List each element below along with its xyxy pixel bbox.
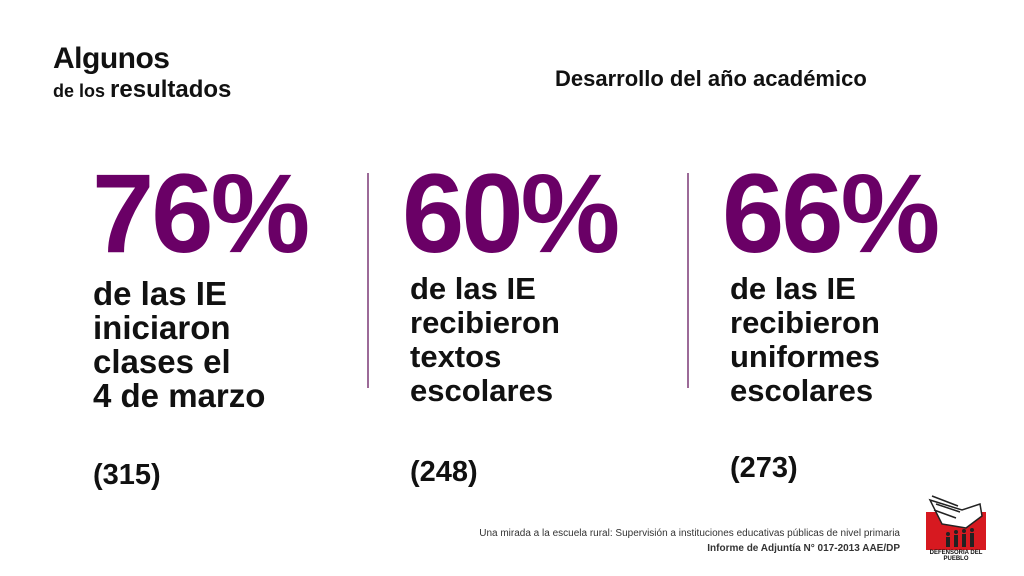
divider [367, 173, 369, 388]
desc-line: clases el [93, 343, 231, 380]
desc-line: escolares [730, 373, 874, 408]
stat-percent-2: 60% [402, 151, 620, 276]
stat-count-3: (273) [730, 452, 798, 484]
footer-report: Informe de Adjuntía N° 017-2013 AAE/DP [707, 543, 900, 554]
footer-source: Una mirada a la escuela rural: Supervisi… [479, 528, 900, 539]
desc-line: recibieron [730, 305, 880, 340]
subtitle: Desarrollo del año académico [555, 66, 867, 91]
hand-icon [926, 495, 986, 550]
title: Algunos [53, 42, 170, 75]
stat-desc-2: de las IE recibieron textos escolares [410, 272, 560, 408]
desc-line: de las IE [410, 271, 536, 306]
divider [687, 173, 689, 388]
desc-line: uniformes [730, 339, 880, 374]
stat-percent-1: 76% [92, 151, 310, 276]
defensoria-logo: DEFENSORIA DEL PUEBLO [922, 494, 990, 562]
desc-line: textos [410, 339, 502, 374]
stat-percent-3: 66% [722, 151, 940, 276]
desc-line: recibieron [410, 305, 560, 340]
stat-count-2: (248) [410, 456, 478, 488]
title-line2: de los resultados [53, 76, 231, 104]
desc-line: de las IE [93, 275, 227, 312]
desc-line: iniciaron [93, 309, 231, 346]
stat-desc-1: de las IE iniciaron clases el 4 de marzo [93, 277, 265, 413]
desc-line: escolares [410, 373, 554, 408]
stat-desc-3: de las IE recibieron uniformes escolares [730, 272, 880, 408]
desc-line: de las IE [730, 271, 856, 306]
stat-count-1: (315) [93, 459, 161, 491]
title-big: resultados [110, 76, 232, 103]
title-small: de los [53, 81, 106, 101]
logo-text: DEFENSORIA DEL PUEBLO [929, 550, 983, 562]
desc-line: 4 de marzo [93, 377, 266, 414]
